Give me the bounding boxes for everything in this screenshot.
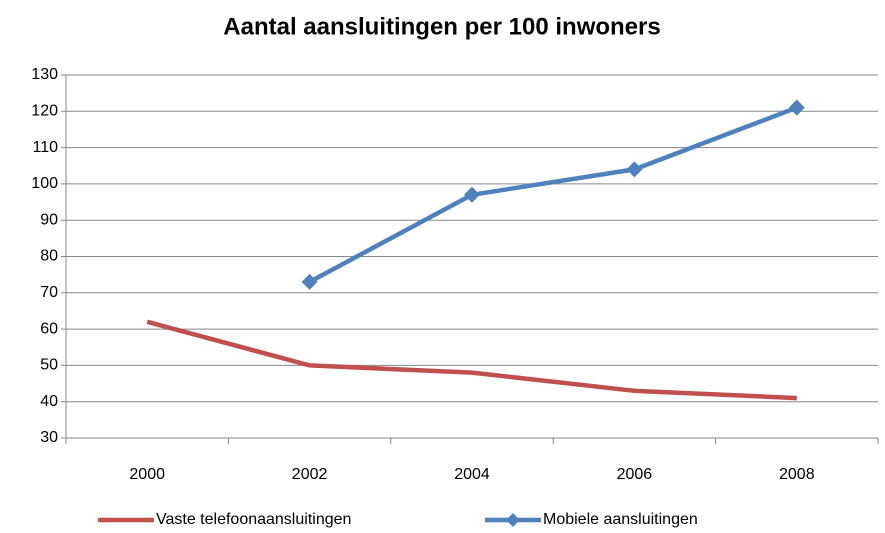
x-tick-label: 2006 (617, 466, 653, 483)
y-tick-label: 70 (40, 284, 58, 301)
y-tick-label: 90 (40, 211, 58, 228)
y-tick-label: 60 (40, 320, 58, 337)
marker (626, 161, 643, 178)
y-tick-label: 130 (31, 66, 58, 83)
series-line (308, 105, 798, 284)
marker (464, 186, 480, 203)
y-tick-label: 110 (32, 139, 58, 156)
x-tick-label: 2002 (292, 466, 328, 483)
x-tick-label: 2004 (454, 466, 490, 483)
chart-title: Aantal aansluitingen per 100 inwoners (223, 13, 660, 40)
series-line (146, 319, 797, 401)
y-tick-label: 100 (31, 175, 58, 192)
legend-label: Mobiele aansluitingen (543, 511, 698, 528)
y-tick-label: 80 (40, 248, 58, 265)
marker (301, 273, 318, 290)
x-tick-label: 2000 (129, 466, 165, 483)
y-tick-label: 50 (40, 357, 58, 374)
y-tick-label: 120 (31, 103, 58, 120)
marker (788, 99, 805, 116)
x-tick-label: 2008 (779, 466, 815, 483)
legend-label: Vaste telefoonaansluitingen (156, 511, 351, 528)
y-tick-label: 40 (40, 393, 58, 410)
y-tick-label: 30 (40, 429, 58, 446)
legend-marker (506, 513, 520, 527)
